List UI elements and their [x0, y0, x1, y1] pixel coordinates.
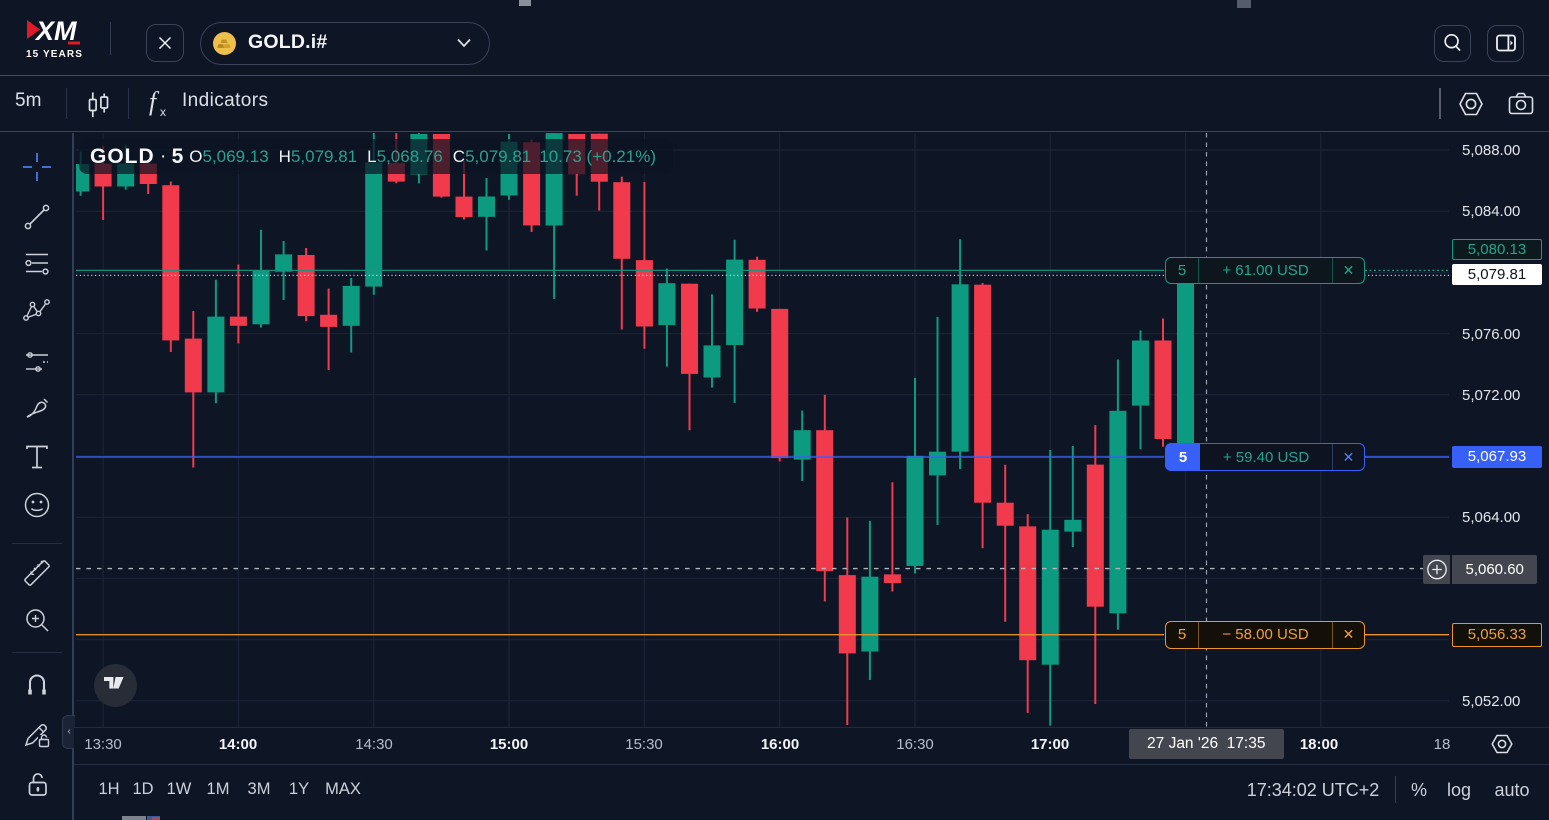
svg-text:15 YEARS: 15 YEARS — [26, 49, 83, 60]
svg-text:XM: XM — [34, 16, 77, 46]
svg-text:x: x — [160, 105, 166, 118]
svg-text:f: f — [149, 88, 160, 116]
